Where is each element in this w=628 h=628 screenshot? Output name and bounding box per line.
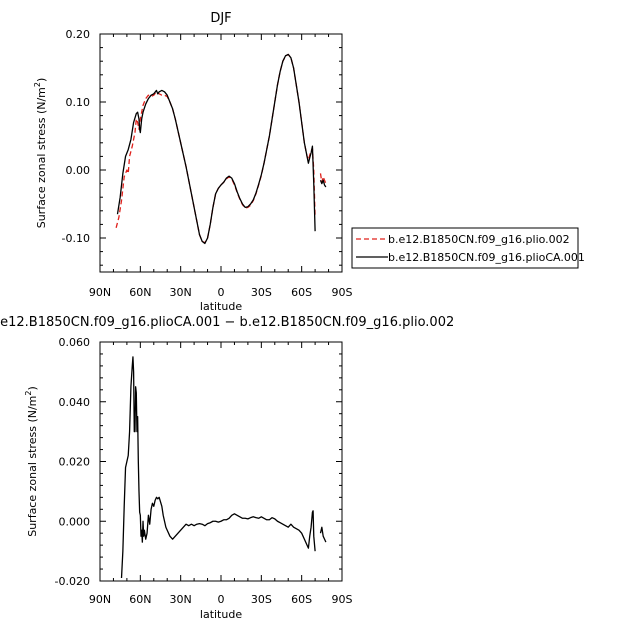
x-axis-label: latitude <box>200 608 242 621</box>
x-tick-label: 60S <box>291 593 312 606</box>
y-axis-label-close: ) <box>35 78 48 82</box>
chart-title: DJF <box>210 11 231 26</box>
x-tick-label: 30S <box>251 593 272 606</box>
series-line-1 <box>319 173 327 184</box>
x-tick-label: 90S <box>332 593 353 606</box>
chart-panel-2: b.e12.B1850CN.f09_g16.plioCA.001 − b.e12… <box>0 315 454 621</box>
y-tick-label: 0.040 <box>59 396 91 409</box>
x-tick-label: 30N <box>170 593 192 606</box>
x-tick-label: 60S <box>291 286 312 299</box>
y-tick-label: -0.020 <box>55 575 90 588</box>
x-tick-label: 60N <box>129 593 151 606</box>
y-axis-label-text: Surface zonal stress (N/m <box>35 87 48 228</box>
series-line-2 <box>116 53 316 245</box>
y-axis-label-superscript: 2 <box>33 82 42 87</box>
x-tick-label: 90S <box>332 286 353 299</box>
y-tick-label: 0.020 <box>59 456 91 469</box>
x-tick-label: 30S <box>251 286 272 299</box>
x-axis-label: latitude <box>200 300 242 313</box>
series-line-2 <box>319 179 327 188</box>
y-axis-label: Surface zonal stress (N/m2) <box>24 386 39 537</box>
legend: b.e12.B1850CN.f09_g16.plio.002 b.e12.B185… <box>351 227 585 269</box>
y-tick-label: 0.10 <box>66 96 91 109</box>
y-axis-label: Surface zonal stress (N/m2) <box>33 78 48 229</box>
y-tick-label: 0.00 <box>66 164 91 177</box>
chart-title: b.e12.B1850CN.f09_g16.plioCA.001 − b.e12… <box>0 315 454 330</box>
x-tick-label: 0 <box>218 286 225 299</box>
x-tick-label: 0 <box>218 593 225 606</box>
chart-panel-1: DJF 90N 60N 30N 0 30S 60S 90S 0.20 0.10 0.00 -0.10 l… <box>33 11 585 313</box>
y-tick-label: 0.20 <box>66 28 91 41</box>
plot-frame <box>99 33 343 273</box>
y-tick-label: 0.060 <box>59 336 91 349</box>
x-tick-label: 60N <box>129 286 151 299</box>
y-tick-label: 0.000 <box>59 515 91 528</box>
legend-label-1: b.e12.B1850CN.f09_g16.plio.002 <box>388 233 570 246</box>
y-axis-label-superscript: 2 <box>24 391 33 396</box>
y-tick-label: -0.10 <box>62 232 90 245</box>
series-line-1 <box>120 356 316 579</box>
plot-frame <box>99 341 343 582</box>
y-axis-label-close: ) <box>26 386 39 390</box>
series-line-1 <box>319 526 327 543</box>
legend-label-2: b.e12.B1850CN.f09_g16.plioCA.001 <box>388 251 585 264</box>
x-tick-label: 90N <box>89 593 111 606</box>
x-tick-label: 90N <box>89 286 111 299</box>
series-line-1 <box>115 53 316 244</box>
x-tick-label: 30N <box>170 286 192 299</box>
legend-box <box>351 227 579 269</box>
y-axis-label-text: Surface zonal stress (N/m <box>26 396 39 537</box>
